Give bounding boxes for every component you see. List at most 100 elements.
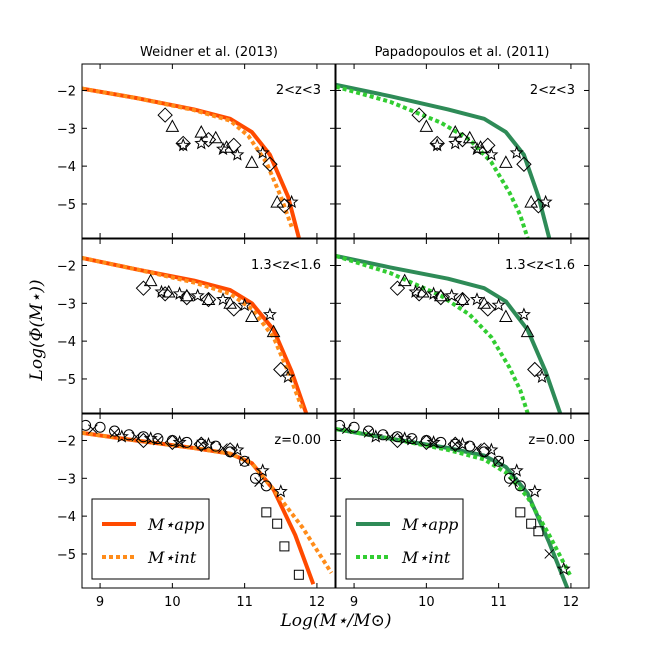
marker-square [272, 518, 283, 529]
y-tick-label: −5 [57, 373, 76, 388]
x-axis-label: Log(M⋆/M⊙) [279, 611, 391, 631]
plot-area [336, 419, 573, 588]
marker-triangle [208, 130, 223, 144]
panel-papadopoulos-z=0.00: 9 10 11 12 z=0.00 M⋆app M⋆int [335, 413, 590, 610]
marker-triangle [219, 140, 234, 153]
series-line-int [82, 255, 305, 410]
redshift-label: 1.3<z<1.6 [505, 258, 575, 273]
y-tick-label: −5 [57, 548, 76, 563]
marker-star [368, 429, 383, 443]
marker-diamond [418, 434, 435, 451]
column-title-right: Papadopoulos et al. (2011) [375, 45, 550, 60]
y-tick-label: −3 [57, 122, 76, 137]
series-line-app [336, 254, 562, 413]
legend-box [91, 498, 210, 580]
marker-diamond [193, 436, 209, 452]
marker-diamond [480, 301, 496, 317]
legend-label-app: M⋆app [147, 515, 204, 534]
marker-cross [472, 443, 482, 453]
marker-cross [450, 439, 461, 450]
marker-diamond [157, 286, 173, 302]
plot-area [336, 82, 553, 238]
marker-square [533, 526, 544, 537]
marker-diamond [527, 361, 543, 378]
panel-frame [81, 63, 336, 239]
marker-star [273, 484, 288, 498]
marker-triangle [143, 273, 158, 287]
marker-star [281, 369, 295, 383]
marker-triangle [201, 292, 216, 306]
redshift-label: z=0.00 [274, 433, 321, 448]
marker-cross [363, 428, 374, 438]
marker-star [455, 436, 470, 451]
marker-cross [407, 435, 417, 446]
marker-square [515, 507, 526, 518]
redshift-label: z=0.00 [528, 433, 575, 448]
marker-star [484, 147, 499, 161]
marker-star [172, 435, 187, 449]
y-tick-label: −4 [57, 335, 76, 350]
y-tick-label: −4 [57, 160, 76, 175]
marker-diamond [200, 291, 217, 308]
panel-papadopoulos-1.3<z<1.6: 1.3<z<1.6 [335, 238, 590, 414]
x-tick-label: 9 [96, 595, 104, 610]
marker-triangle [223, 296, 238, 309]
marker-triangle [165, 119, 180, 132]
marker-star [556, 561, 571, 575]
marker-diamond [262, 156, 278, 172]
y-tick-label: −2 [57, 434, 76, 449]
marker-square [261, 507, 272, 518]
marker-circle [152, 433, 164, 445]
legend-label-app: M⋆app [401, 515, 458, 534]
marker-star [426, 435, 441, 449]
series-line-int [336, 254, 530, 413]
marker-circle [260, 480, 272, 492]
series-line-int [336, 427, 573, 578]
panel-frame [81, 238, 336, 414]
x-tick-label: 11 [490, 595, 507, 610]
marker-circle [406, 433, 418, 445]
panels-group: −2 −3 −4 −5 2<z<3 2<z<3 −2 −3 −4 −5 1.3<z<1.6 1.3<z… [57, 63, 590, 610]
marker-diamond [222, 442, 238, 458]
marker-cross [131, 431, 142, 442]
legend-label-int: M⋆int [147, 548, 197, 567]
y-tick-label: −5 [57, 198, 76, 213]
marker-diamond [447, 436, 463, 452]
legend-label-int: M⋆int [401, 548, 451, 567]
marker-cross [239, 456, 250, 467]
marker-triangle [455, 292, 470, 306]
marker-star [484, 442, 499, 456]
x-tick-label: 11 [236, 595, 253, 610]
marker-circle [195, 438, 207, 450]
marker-cross [385, 431, 396, 442]
marker-star [216, 141, 231, 156]
marker-star [535, 369, 549, 383]
marker-cross [109, 428, 120, 438]
panel-weidner-1.3<z<1.6: −2 −3 −4 −5 1.3<z<1.6 [57, 238, 336, 414]
marker-diamond [157, 107, 173, 123]
marker-star [237, 297, 252, 312]
panel-frame [335, 238, 590, 414]
marker-circle [82, 419, 92, 431]
panel-frame [81, 413, 336, 589]
series-line-app [82, 86, 301, 238]
marker-star [509, 463, 524, 477]
marker-circle [94, 421, 106, 433]
redshift-label: 2<z<3 [530, 83, 575, 98]
marker-circle [363, 425, 375, 437]
marker-cross [493, 456, 504, 467]
marker-star [230, 442, 245, 456]
marker-cross [87, 424, 98, 434]
marker-circle [239, 455, 251, 467]
legend-box [345, 498, 464, 580]
y-tick-label: −2 [57, 84, 76, 99]
marker-star [255, 463, 270, 477]
marker-triangle [266, 324, 281, 338]
series-line-app [336, 82, 552, 238]
marker-circle [181, 436, 193, 448]
panel-weidner-z=0.00: 9 10 11 12 −2 −3 −4 −5 z=0.00 M⋆app M⋆int [57, 413, 336, 610]
plot-area [336, 254, 562, 413]
y-tick-label: −3 [57, 297, 76, 312]
marker-triangle [499, 309, 513, 323]
